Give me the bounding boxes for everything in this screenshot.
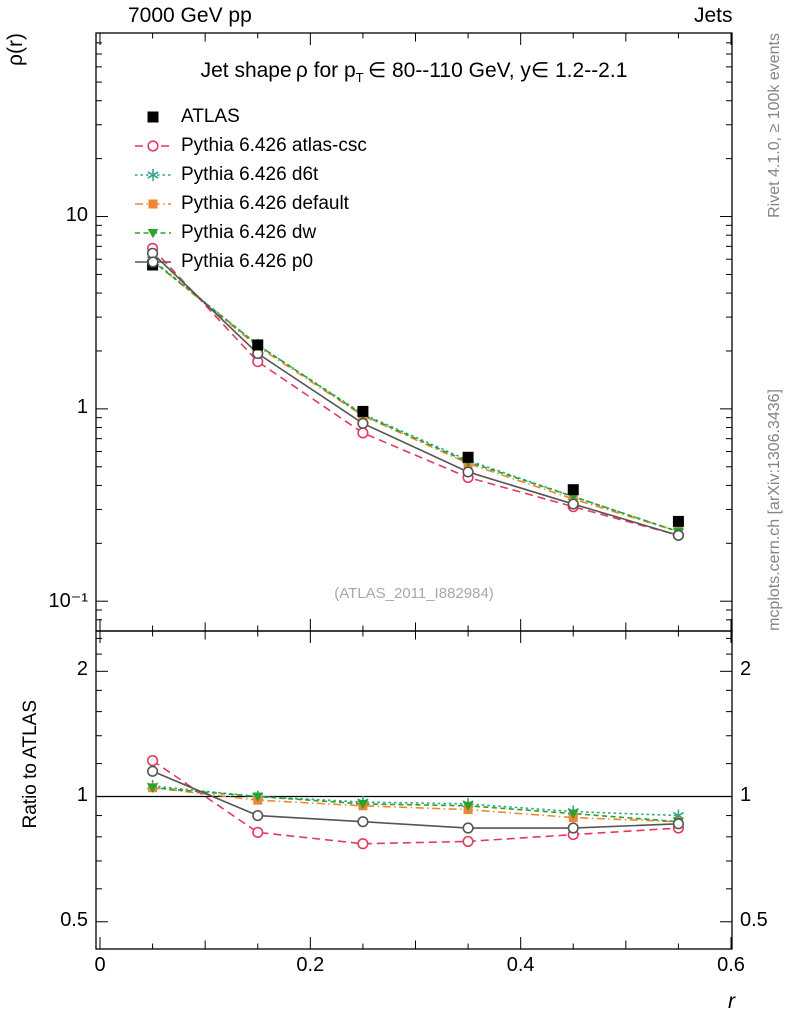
mcplots-reference-note: mcplots.cern.ch [arXiv:1306.3436] — [766, 389, 783, 631]
legend-marker-sample — [135, 255, 171, 268]
legend-item: Pythia 6.426 dw — [134, 218, 367, 247]
legend-marker-sample — [135, 168, 171, 181]
legend-item: Pythia 6.426 atlas-csc — [134, 131, 367, 160]
beam-energy-label: 7000 GeV pp — [128, 4, 252, 27]
ratio-tick-label-left: 2 — [76, 658, 88, 681]
x-axis-tick-label: 0.2 — [296, 954, 325, 976]
ratio-tick-label-right: 1 — [740, 783, 752, 806]
ratio-tick-label-right: 2 — [740, 658, 752, 681]
legend-item: ATLAS — [134, 102, 367, 131]
legend-label: Pythia 6.426 p0 — [181, 250, 314, 272]
y-axis-label-ratio: Ratio to ATLAS — [20, 700, 41, 829]
analysis-group-label: Jets — [694, 4, 733, 27]
x-axis-label: r — [728, 990, 735, 1013]
rivet-version-note: Rivet 4.1.0, ≥ 100k events — [766, 33, 783, 218]
legend-label: Pythia 6.426 default — [181, 192, 349, 214]
plot-title-suffix: ∈ 80--110 GeV, y∈ 1.2--2.1 — [363, 59, 628, 82]
legend-item: Pythia 6.426 p0 — [134, 247, 367, 276]
plot-title-subscript: T — [355, 70, 364, 86]
legend-marker-sample — [135, 228, 171, 238]
plot-title-prefix: Jet shape ρ for p — [200, 59, 356, 82]
legend-label: Pythia 6.426 dw — [181, 221, 317, 243]
y-axis-tick-label: 10⁻¹ — [48, 590, 88, 613]
x-axis-tick-label: 0.6 — [717, 954, 745, 976]
legend-item: Pythia 6.426 default — [134, 189, 367, 218]
legend-marker-sample — [135, 139, 171, 152]
x-axis-tick-label: 0 — [94, 954, 106, 976]
ratio-tick-label-left: 0.5 — [60, 908, 88, 931]
legend: ATLAS Pythia 6.426 atlas-csc Pythia 6.426 … — [134, 102, 367, 276]
legend-label: Pythia 6.426 atlas-csc — [181, 134, 367, 156]
plot-title: Jet shape ρ for pT ∈ 80--110 GeV, y∈ 1.2… — [96, 58, 732, 85]
legend-item: Pythia 6.426 d6t — [134, 160, 367, 189]
analysis-id-watermark: (ATLAS_2011_I882984) — [334, 585, 494, 602]
y-axis-tick-label: 10 — [65, 203, 88, 226]
legend-marker-sample — [147, 111, 159, 122]
x-axis-tick-label: 0.4 — [506, 954, 535, 976]
legend-label: ATLAS — [181, 105, 240, 127]
legend-marker-sample — [135, 199, 171, 208]
ratio-tick-label-left: 1 — [76, 783, 88, 806]
ratio-tick-label-right: 0.5 — [740, 908, 768, 931]
y-axis-tick-label: 1 — [76, 395, 88, 418]
legend-label: Pythia 6.426 d6t — [181, 163, 319, 185]
y-axis-label-main: ρ(r) — [4, 33, 27, 66]
